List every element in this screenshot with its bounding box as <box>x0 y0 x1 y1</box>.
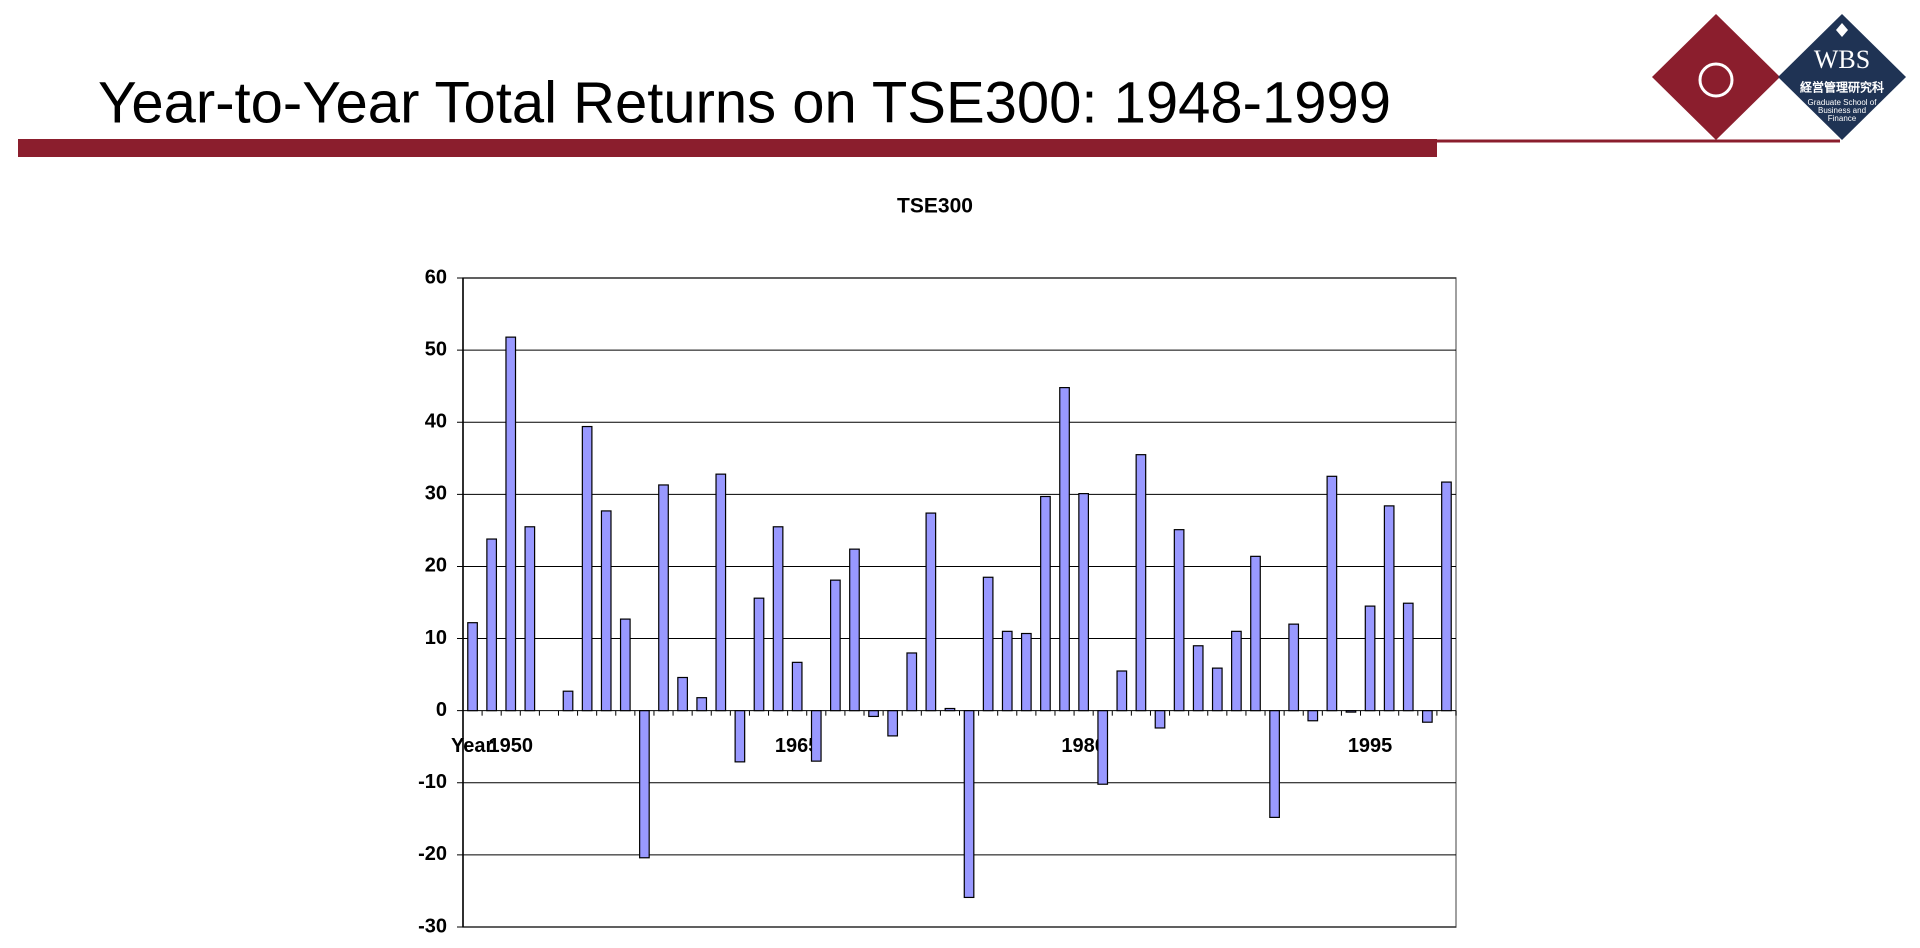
logo-name: WBS <box>1814 45 1870 74</box>
bar <box>1059 387 1070 712</box>
bar <box>524 526 536 712</box>
logo-wbs <box>1778 14 1906 140</box>
x-tick-label: 1980 <box>1061 735 1106 757</box>
bar <box>1307 710 1319 722</box>
bar <box>619 618 631 712</box>
bar <box>505 336 517 712</box>
y-tick-label: 30 <box>425 483 447 505</box>
bar <box>963 710 975 899</box>
bar <box>1441 481 1452 712</box>
bar <box>791 661 803 712</box>
y-tick-label: 0 <box>436 699 447 721</box>
y-tick-label: 10 <box>425 627 447 649</box>
logo-subtitle: 経営管理研究科 <box>1800 80 1884 95</box>
bar <box>925 512 937 712</box>
bar <box>1402 602 1414 712</box>
bar <box>1211 667 1223 712</box>
x-tick-label: 1965 <box>775 735 820 757</box>
bar <box>1383 505 1395 712</box>
y-tick-label: 50 <box>425 338 447 360</box>
logo-emblem <box>1652 14 1780 140</box>
bar <box>982 576 994 712</box>
y-tick-label: -10 <box>418 771 447 793</box>
bar <box>639 710 650 859</box>
bar <box>772 526 784 712</box>
bar <box>467 622 478 712</box>
bar <box>658 484 669 712</box>
bar <box>1192 645 1204 712</box>
bar <box>715 473 727 712</box>
bar <box>600 510 612 712</box>
logo-school: Business and <box>1818 106 1866 115</box>
y-tick-label: 60 <box>425 266 447 288</box>
bar <box>810 710 822 762</box>
bar <box>1097 710 1109 785</box>
y-tick-label: -20 <box>418 843 447 865</box>
bar <box>1421 710 1433 723</box>
bar <box>1288 623 1300 712</box>
bar <box>1135 454 1147 712</box>
bar <box>887 710 899 737</box>
bar <box>562 690 574 712</box>
logo-emblem-mark <box>1698 62 1734 98</box>
bar <box>830 579 841 712</box>
bar <box>677 676 688 712</box>
bar <box>1173 529 1185 712</box>
bar <box>1269 710 1280 818</box>
bar <box>696 697 708 712</box>
bar <box>734 710 746 763</box>
bar <box>1020 632 1032 712</box>
logo-school: Finance <box>1828 114 1857 123</box>
bar <box>486 538 498 712</box>
bar <box>1078 493 1089 712</box>
bar <box>581 425 593 712</box>
bar <box>1345 710 1357 713</box>
bar <box>1326 475 1338 712</box>
x-tick-label: 1950 <box>488 735 533 757</box>
chart-title: TSE300 <box>897 195 973 218</box>
plot-area <box>462 277 1457 928</box>
bar <box>1250 555 1261 712</box>
bar <box>1040 495 1051 712</box>
x-axis-label: Year <box>451 735 493 757</box>
bar <box>1231 630 1242 712</box>
bar <box>868 710 879 718</box>
logo-school: Graduate School of <box>1808 98 1878 107</box>
y-tick-label: -30 <box>418 915 447 937</box>
bar <box>1364 605 1376 712</box>
slide-title: Year-to-Year Total Returns on TSE300: 19… <box>98 70 1391 135</box>
title-bar <box>18 139 1437 157</box>
bar <box>1116 670 1128 712</box>
logo-diamond <box>1836 23 1848 37</box>
bar <box>944 707 956 712</box>
y-tick-label: 20 <box>425 555 447 577</box>
bar <box>1154 710 1166 729</box>
bar <box>849 548 860 712</box>
bar <box>753 597 765 712</box>
x-tick-label: 1995 <box>1348 735 1393 757</box>
y-tick-label: 40 <box>425 411 447 433</box>
bar <box>906 652 918 712</box>
bar <box>1001 630 1013 712</box>
